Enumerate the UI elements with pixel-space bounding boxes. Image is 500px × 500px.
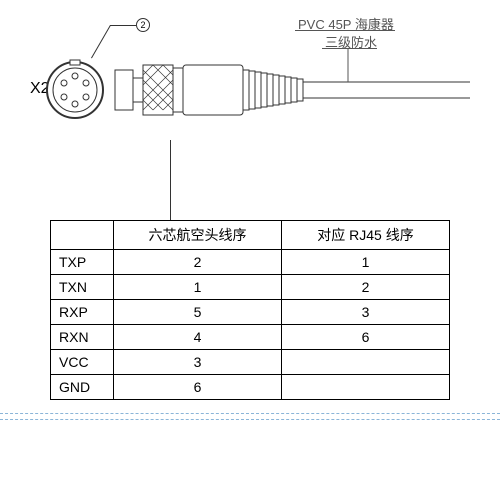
pin-5 [83, 94, 89, 100]
row-name: TXP [51, 250, 114, 275]
body-seg-1 [115, 70, 133, 110]
header-blank [51, 221, 114, 250]
pinout-table-wrap: 六芯航空头线序 对应 RJ45 线序 TXP 2 1 TXN 1 2 RXP 5… [50, 220, 450, 400]
header-col-b: 对应 RJ45 线序 [282, 221, 450, 250]
pin-2 [61, 80, 67, 86]
key-notch [70, 60, 80, 65]
connector-svg [30, 10, 470, 190]
cable [303, 82, 470, 98]
row-name: RXP [51, 300, 114, 325]
body-seg-3 [173, 68, 183, 112]
body-main [183, 65, 243, 115]
table-header-row: 六芯航空头线序 对应 RJ45 线序 [51, 221, 450, 250]
row-a: 1 [114, 275, 282, 300]
row-a: 5 [114, 300, 282, 325]
row-a: 3 [114, 350, 282, 375]
table-row: GND 6 [51, 375, 450, 400]
row-b: 3 [282, 300, 450, 325]
row-a: 6 [114, 375, 282, 400]
table-row: TXP 2 1 [51, 250, 450, 275]
body-seg-2 [133, 78, 143, 102]
row-name: TXN [51, 275, 114, 300]
connector-diagram: X2 2 PVC 45P 海康器 三级防水 [30, 10, 470, 190]
pinout-table: 六芯航空头线序 对应 RJ45 线序 TXP 2 1 TXN 1 2 RXP 5… [50, 220, 450, 400]
row-b: 1 [282, 250, 450, 275]
pin-3 [83, 80, 89, 86]
row-b: 2 [282, 275, 450, 300]
table-row: VCC 3 [51, 350, 450, 375]
row-name: RXN [51, 325, 114, 350]
row-name: VCC [51, 350, 114, 375]
row-a: 4 [114, 325, 282, 350]
pin-1 [72, 73, 78, 79]
table-row: RXP 5 3 [51, 300, 450, 325]
guide-line-1 [0, 413, 500, 414]
table-row: RXN 4 6 [51, 325, 450, 350]
guide-line-2 [0, 419, 500, 420]
row-b [282, 375, 450, 400]
header-col-a: 六芯航空头线序 [114, 221, 282, 250]
pin-6 [72, 101, 78, 107]
row-a: 2 [114, 250, 282, 275]
grip [143, 65, 173, 115]
pin-4 [61, 94, 67, 100]
row-b [282, 350, 450, 375]
row-name: GND [51, 375, 114, 400]
leader-to-table [170, 140, 171, 220]
table-row: TXN 1 2 [51, 275, 450, 300]
strain-relief [243, 70, 303, 110]
row-b: 6 [282, 325, 450, 350]
